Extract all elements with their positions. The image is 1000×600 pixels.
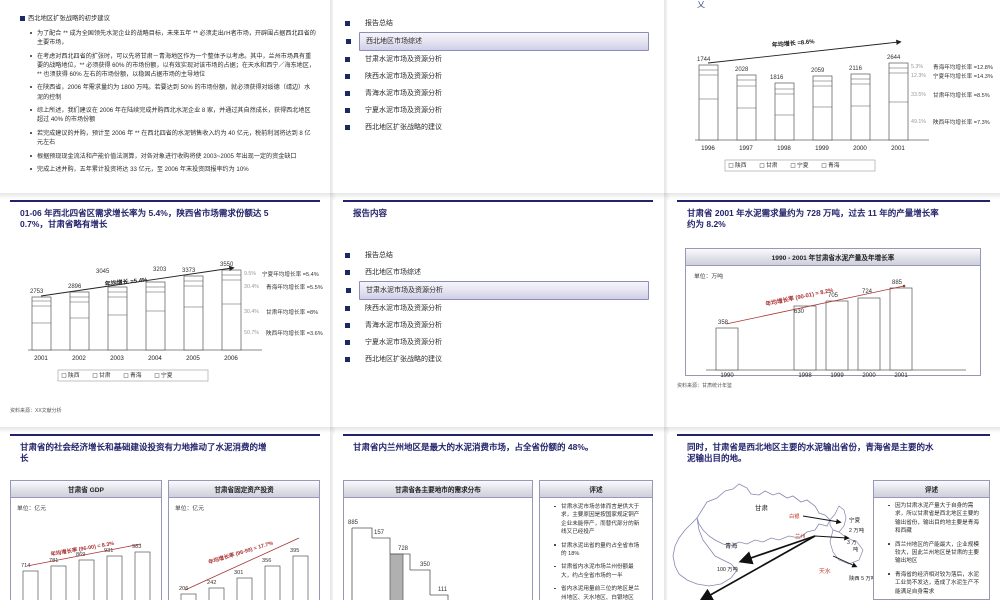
svg-text:宁夏: 宁夏 bbox=[797, 161, 809, 169]
svg-text:乂: 乂 bbox=[697, 0, 705, 9]
svg-text:甘肃: 甘肃 bbox=[755, 503, 769, 512]
svg-text:111: 111 bbox=[438, 587, 448, 593]
svg-text:2028: 2028 bbox=[735, 67, 749, 73]
svg-text:宁夏年均增长率 =14.3%: 宁夏年均增长率 =14.3% bbox=[933, 72, 993, 80]
svg-text:青海年均增长率 =5.5%: 青海年均增长率 =5.5% bbox=[266, 283, 323, 291]
svg-text:宁夏: 宁夏 bbox=[161, 371, 173, 379]
svg-text:青海年均增长率 =12.8%: 青海年均增长率 =12.8% bbox=[933, 63, 993, 71]
svg-text:1999: 1999 bbox=[830, 373, 844, 379]
svg-text:单位：亿元: 单位：亿元 bbox=[17, 504, 46, 512]
svg-text:青海: 青海 bbox=[725, 542, 737, 550]
svg-text:242: 242 bbox=[207, 580, 216, 586]
svg-text:2003: 2003 bbox=[110, 355, 124, 362]
svg-text:年均增长 =8.6%: 年均增长 =8.6% bbox=[771, 37, 815, 49]
svg-text:1996: 1996 bbox=[701, 145, 715, 152]
svg-text:630: 630 bbox=[794, 309, 805, 315]
svg-text:2002: 2002 bbox=[72, 355, 86, 362]
svg-text:宁夏: 宁夏 bbox=[849, 516, 861, 524]
svg-text:2644: 2644 bbox=[887, 55, 901, 61]
svg-text:1997: 1997 bbox=[739, 145, 753, 152]
svg-text:358: 358 bbox=[718, 320, 729, 326]
svg-text:青海: 青海 bbox=[130, 371, 142, 379]
svg-text:1999: 1999 bbox=[815, 145, 829, 152]
svg-text:3550: 3550 bbox=[220, 262, 234, 268]
svg-text:2000: 2000 bbox=[853, 145, 867, 152]
svg-text:1990: 1990 bbox=[720, 373, 734, 379]
svg-text:100 万吨: 100 万吨 bbox=[717, 565, 739, 573]
svg-text:陕西: 陕西 bbox=[68, 371, 80, 379]
svg-text:50.7%: 50.7% bbox=[244, 330, 259, 336]
svg-text:3 万吨: 3 万吨 bbox=[847, 539, 859, 553]
svg-text:2000: 2000 bbox=[862, 373, 876, 379]
svg-text:1998: 1998 bbox=[777, 145, 791, 152]
svg-text:年均增长率 (90-01) = 8.2%: 年均增长率 (90-01) = 8.2% bbox=[765, 286, 834, 308]
svg-text:陕西: 陕西 bbox=[735, 161, 747, 169]
svg-text:728: 728 bbox=[398, 546, 409, 552]
svg-text:2004: 2004 bbox=[148, 355, 162, 362]
svg-text:12.3%: 12.3% bbox=[911, 73, 926, 79]
svg-text:885: 885 bbox=[348, 520, 359, 526]
svg-text:白银: 白银 bbox=[789, 512, 800, 520]
svg-text:350: 350 bbox=[420, 562, 431, 568]
svg-text:陕西年均增长率 =7.3%: 陕西年均增长率 =7.3% bbox=[933, 118, 990, 126]
svg-text:2753: 2753 bbox=[30, 289, 44, 295]
svg-text:1998: 1998 bbox=[798, 373, 812, 379]
svg-text:157: 157 bbox=[374, 530, 385, 536]
svg-text:30.4%: 30.4% bbox=[244, 309, 259, 315]
svg-text:天水: 天水 bbox=[819, 567, 831, 575]
svg-text:单位：亿元: 单位：亿元 bbox=[175, 504, 204, 512]
svg-text:陕西年均增长率 =3.6%: 陕西年均增长率 =3.6% bbox=[266, 329, 323, 337]
svg-text:兰州: 兰州 bbox=[795, 532, 806, 540]
svg-text:9.5%: 9.5% bbox=[244, 271, 256, 277]
svg-text:1744: 1744 bbox=[697, 57, 711, 63]
svg-text:甘肃年均增长率 =8.5%: 甘肃年均增长率 =8.5% bbox=[933, 91, 990, 99]
svg-text:30.4%: 30.4% bbox=[244, 284, 259, 290]
svg-text:宁夏年均增长率 =5.4%: 宁夏年均增长率 =5.4% bbox=[262, 270, 319, 278]
svg-text:2116: 2116 bbox=[849, 66, 863, 72]
svg-text:2896: 2896 bbox=[68, 284, 82, 290]
svg-text:3373: 3373 bbox=[182, 268, 196, 274]
svg-text:5.3%: 5.3% bbox=[911, 64, 923, 70]
svg-text:2006: 2006 bbox=[224, 355, 238, 362]
svg-text:2005: 2005 bbox=[186, 355, 200, 362]
svg-text:2001: 2001 bbox=[891, 145, 905, 152]
svg-text:青海: 青海 bbox=[828, 161, 840, 169]
svg-text:年均增长 =5.4%: 年均增长 =5.4% bbox=[104, 275, 148, 288]
svg-text:3203: 3203 bbox=[153, 267, 167, 273]
svg-text:395: 395 bbox=[290, 548, 299, 554]
svg-text:3045: 3045 bbox=[96, 269, 110, 275]
svg-text:甘肃年均增长率 =8%: 甘肃年均增长率 =8% bbox=[266, 308, 318, 316]
svg-text:甘肃: 甘肃 bbox=[766, 161, 778, 169]
svg-text:33.5%: 33.5% bbox=[911, 92, 926, 98]
svg-text:2001: 2001 bbox=[894, 373, 908, 379]
svg-text:49.1%: 49.1% bbox=[911, 119, 926, 125]
svg-text:单位：万吨: 单位：万吨 bbox=[694, 272, 723, 280]
svg-text:2001: 2001 bbox=[34, 355, 48, 362]
svg-text:1816: 1816 bbox=[770, 75, 784, 81]
svg-text:301: 301 bbox=[234, 570, 243, 576]
svg-text:甘肃: 甘肃 bbox=[99, 371, 111, 379]
svg-text:2 万吨: 2 万吨 bbox=[849, 526, 865, 534]
svg-text:885: 885 bbox=[892, 280, 903, 286]
svg-text:356: 356 bbox=[262, 558, 271, 564]
svg-text:2059: 2059 bbox=[811, 68, 825, 74]
